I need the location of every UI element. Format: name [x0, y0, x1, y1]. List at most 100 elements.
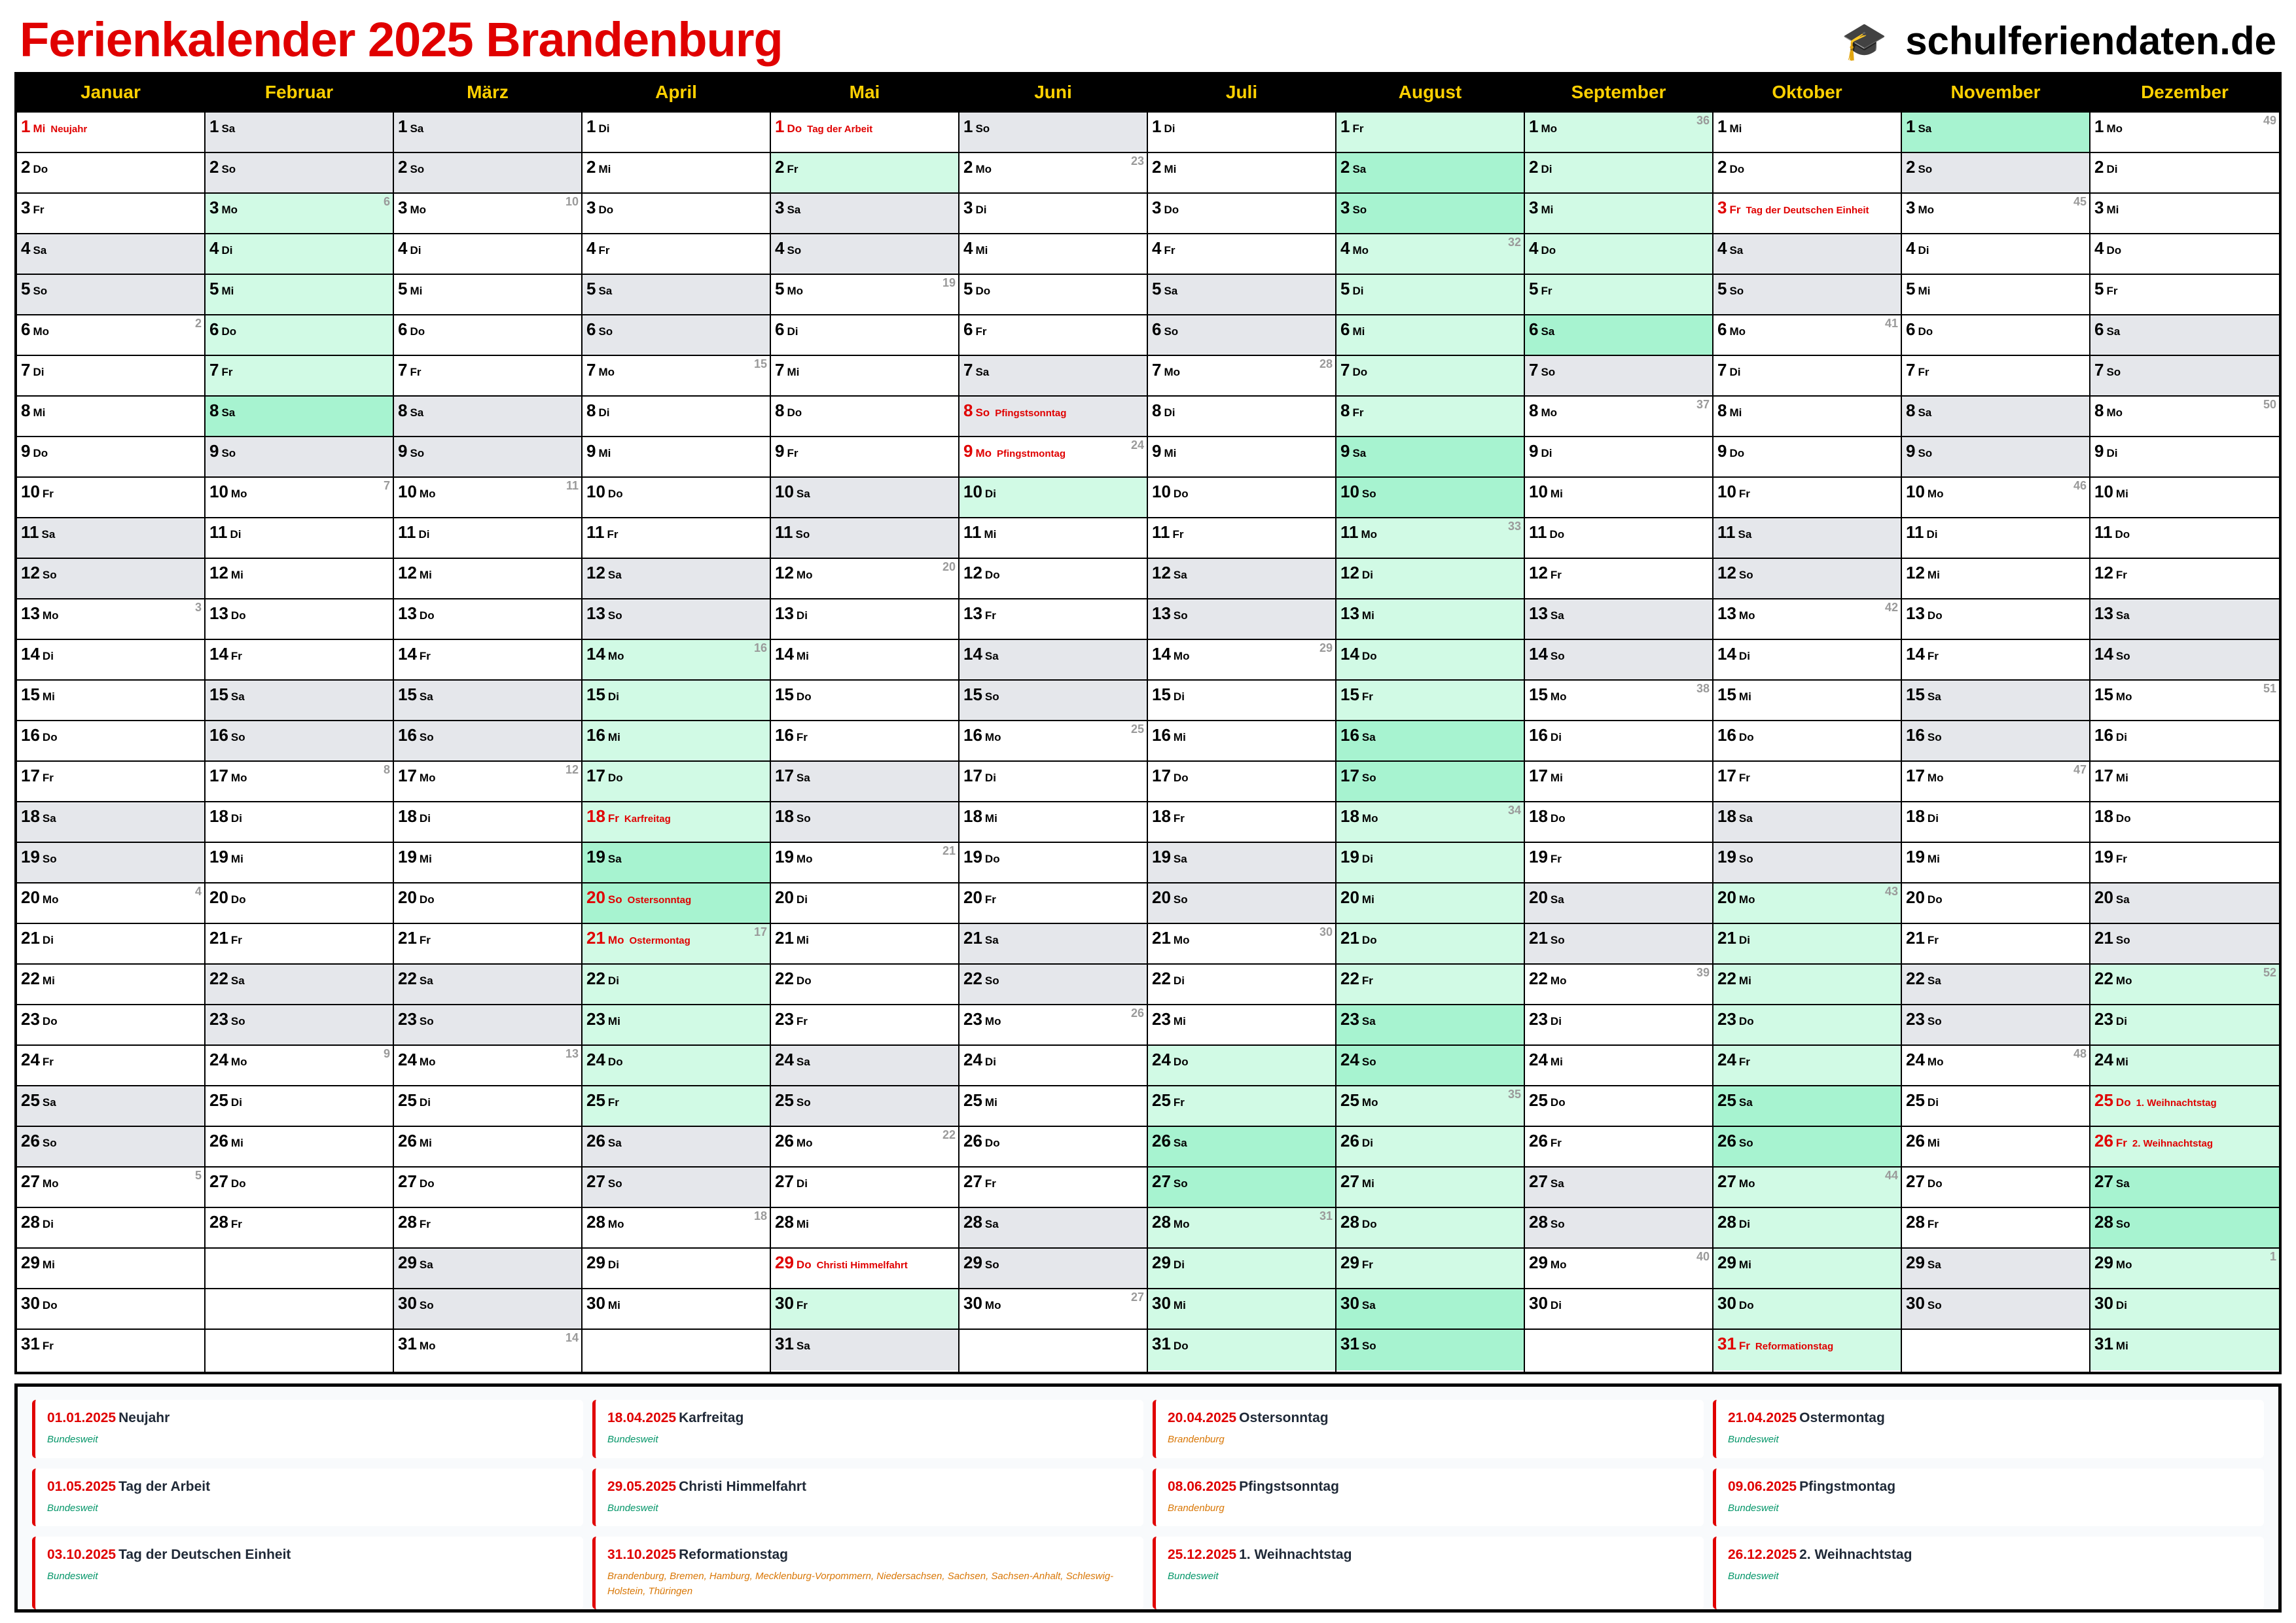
day-cell[interactable]: 1 Mi [1713, 113, 1901, 153]
day-cell[interactable]: 21 Fr [394, 924, 581, 965]
day-cell[interactable]: 7 Di [1713, 356, 1901, 397]
day-cell[interactable]: 21 Sa [960, 924, 1147, 965]
day-cell[interactable]: 31 Do [1148, 1330, 1335, 1370]
day-cell[interactable]: 24 Fr [17, 1046, 204, 1086]
day-cell[interactable]: 29 Di [1148, 1249, 1335, 1289]
day-cell[interactable]: 4 Di [394, 234, 581, 275]
day-cell[interactable]: 9 So [394, 437, 581, 478]
day-cell[interactable]: 24 Fr [1713, 1046, 1901, 1086]
day-cell[interactable]: 30 Sa [1336, 1289, 1524, 1330]
day-cell[interactable]: 23 Di [2090, 1005, 2279, 1046]
day-cell[interactable]: 28 Di [17, 1208, 204, 1249]
day-cell[interactable]: 18 Sa [1713, 802, 1901, 843]
day-cell[interactable]: 21 Di [1713, 924, 1901, 965]
day-cell[interactable]: 8 So Pfingstsonntag [960, 397, 1147, 437]
day-cell[interactable]: 25 Fr [583, 1086, 770, 1127]
day-cell[interactable]: 15 So [960, 681, 1147, 721]
day-cell[interactable]: 29 Di [583, 1249, 770, 1289]
day-cell[interactable]: 13 Mo 3 [17, 599, 204, 640]
day-cell[interactable]: 15 Di [1148, 681, 1335, 721]
day-cell[interactable]: 7 Mi [771, 356, 958, 397]
day-cell[interactable]: 6 Fr [960, 315, 1147, 356]
day-cell[interactable]: 5 Sa [583, 275, 770, 315]
day-cell[interactable]: 29 Fr [1336, 1249, 1524, 1289]
day-cell[interactable]: 12 Do [960, 559, 1147, 599]
day-cell[interactable]: 2 So [206, 153, 393, 194]
day-cell[interactable]: 8 Mi [17, 397, 204, 437]
day-cell[interactable]: 19 Fr [1525, 843, 1712, 883]
day-cell[interactable]: 5 Mi [206, 275, 393, 315]
day-cell[interactable]: 14 Di [1713, 640, 1901, 681]
day-cell[interactable]: 10 Sa [771, 478, 958, 518]
day-cell[interactable]: 6 Sa [2090, 315, 2279, 356]
day-cell[interactable]: 4 Di [206, 234, 393, 275]
day-cell[interactable]: 17 Do [583, 762, 770, 802]
day-cell[interactable]: 14 So [2090, 640, 2279, 681]
day-cell[interactable]: 29 Mo 40 [1525, 1249, 1712, 1289]
brand-logo[interactable]: 🎓 schulferiendaten.de [1841, 18, 2276, 63]
day-cell[interactable]: 11 Di [206, 518, 393, 559]
day-cell[interactable]: 14 Do [1336, 640, 1524, 681]
day-cell[interactable]: 14 Mo 29 [1148, 640, 1335, 681]
day-cell[interactable]: 10 Di [960, 478, 1147, 518]
day-cell[interactable]: 8 Do [771, 397, 958, 437]
day-cell[interactable]: 1 So [960, 113, 1147, 153]
day-cell[interactable]: 5 Mi [394, 275, 581, 315]
day-cell[interactable]: 13 Mo 42 [1713, 599, 1901, 640]
day-cell[interactable]: 26 So [17, 1127, 204, 1168]
day-cell[interactable]: 22 So [960, 965, 1147, 1005]
day-cell[interactable]: 25 Di [206, 1086, 393, 1127]
day-cell[interactable]: 29 Mo 1 [2090, 1249, 2279, 1289]
day-cell[interactable]: 19 Fr [2090, 843, 2279, 883]
day-cell[interactable]: 19 Sa [1148, 843, 1335, 883]
day-cell[interactable]: 31 So [1336, 1330, 1524, 1370]
day-cell[interactable]: 16 Do [1713, 721, 1901, 762]
day-cell[interactable]: 6 Do [1902, 315, 2089, 356]
day-cell[interactable]: 25 Do 1. Weihnachtstag [2090, 1086, 2279, 1127]
day-cell[interactable]: 18 Di [1902, 802, 2089, 843]
day-cell[interactable]: 28 Fr [1902, 1208, 2089, 1249]
day-cell[interactable]: 3 Sa [771, 194, 958, 234]
day-cell[interactable]: 9 Mo Pfingstmontag 24 [960, 437, 1147, 478]
day-cell[interactable]: 7 Fr [394, 356, 581, 397]
day-cell[interactable]: 11 So [771, 518, 958, 559]
day-cell[interactable]: 22 Fr [1336, 965, 1524, 1005]
day-cell[interactable]: 16 Mi [583, 721, 770, 762]
day-cell[interactable]: 11 Fr [583, 518, 770, 559]
day-cell[interactable]: 11 Di [1902, 518, 2089, 559]
day-cell[interactable]: 11 Fr [1148, 518, 1335, 559]
day-cell[interactable]: 10 Do [583, 478, 770, 518]
day-cell[interactable]: 27 Do [1902, 1168, 2089, 1208]
day-cell[interactable]: 24 So [1336, 1046, 1524, 1086]
day-cell[interactable]: 31 Fr [17, 1330, 204, 1370]
day-cell[interactable]: 7 Fr [1902, 356, 2089, 397]
day-cell[interactable]: 30 Mi [583, 1289, 770, 1330]
day-cell[interactable]: 9 So [1902, 437, 2089, 478]
day-cell[interactable]: 13 Do [1902, 599, 2089, 640]
day-cell[interactable]: 16 Do [17, 721, 204, 762]
day-cell[interactable]: 17 Fr [17, 762, 204, 802]
day-cell[interactable]: 30 Di [2090, 1289, 2279, 1330]
day-cell[interactable]: 31 Mo 14 [394, 1330, 581, 1370]
day-cell[interactable]: 30 So [1902, 1289, 2089, 1330]
day-cell[interactable]: 30 Di [1525, 1289, 1712, 1330]
day-cell[interactable]: 21 Mo Ostermontag 17 [583, 924, 770, 965]
day-cell[interactable]: 8 Mi [1713, 397, 1901, 437]
day-cell[interactable]: 1 Do Tag der Arbeit [771, 113, 958, 153]
day-cell[interactable]: 26 Mi [1902, 1127, 2089, 1168]
day-cell[interactable]: 26 Mo 22 [771, 1127, 958, 1168]
day-cell[interactable]: 28 Mi [771, 1208, 958, 1249]
day-cell[interactable]: 7 Mo 15 [583, 356, 770, 397]
day-cell[interactable]: 29 Do Christi Himmelfahrt [771, 1249, 958, 1289]
day-cell[interactable]: 27 Di [771, 1168, 958, 1208]
day-cell[interactable]: 3 Mo 6 [206, 194, 393, 234]
day-cell[interactable]: 27 So [1148, 1168, 1335, 1208]
day-cell[interactable]: 11 Sa [1713, 518, 1901, 559]
day-cell[interactable]: 28 Fr [394, 1208, 581, 1249]
day-cell[interactable]: 15 Sa [206, 681, 393, 721]
day-cell[interactable]: 12 Mi [394, 559, 581, 599]
day-cell[interactable]: 29 Mi [1713, 1249, 1901, 1289]
day-cell[interactable]: 18 Di [394, 802, 581, 843]
day-cell[interactable]: 20 Do [394, 883, 581, 924]
day-cell[interactable]: 31 Sa [771, 1330, 958, 1370]
